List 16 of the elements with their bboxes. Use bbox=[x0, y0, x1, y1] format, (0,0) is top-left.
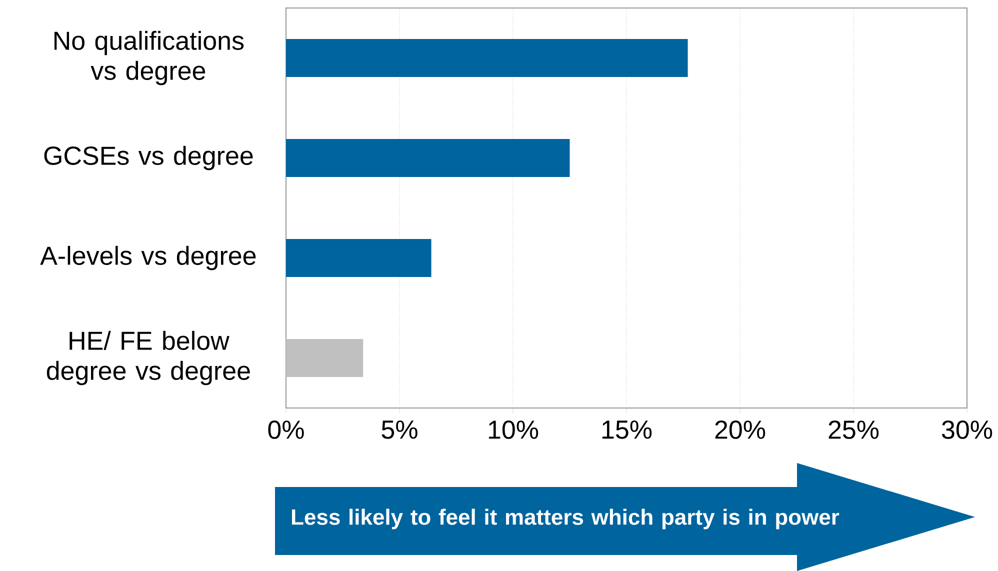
x-tick-label: 5% bbox=[382, 420, 418, 439]
y-tick-label: A-levels vs degree bbox=[40, 246, 256, 270]
text: Less likely to feel it matters which party is in power bbox=[292, 508, 840, 530]
y-tick-label: No qualifications vs degree bbox=[54, 30, 244, 86]
x-tick-label: 10% bbox=[488, 420, 538, 439]
bar bbox=[286, 38, 688, 77]
bar bbox=[286, 238, 432, 277]
bar bbox=[286, 139, 570, 177]
bar bbox=[286, 339, 364, 377]
y-tick-label: GCSEs vs degree bbox=[44, 146, 253, 170]
x-tick-label: 0% bbox=[268, 420, 304, 439]
y-tick-label: HE/ FE below degree vs degree bbox=[46, 330, 250, 386]
x-tick-label: 25% bbox=[828, 420, 879, 439]
x-tick-label: 15% bbox=[602, 420, 652, 439]
x-tick-label: 20% bbox=[715, 420, 766, 439]
x-tick-label: 30% bbox=[942, 420, 992, 439]
